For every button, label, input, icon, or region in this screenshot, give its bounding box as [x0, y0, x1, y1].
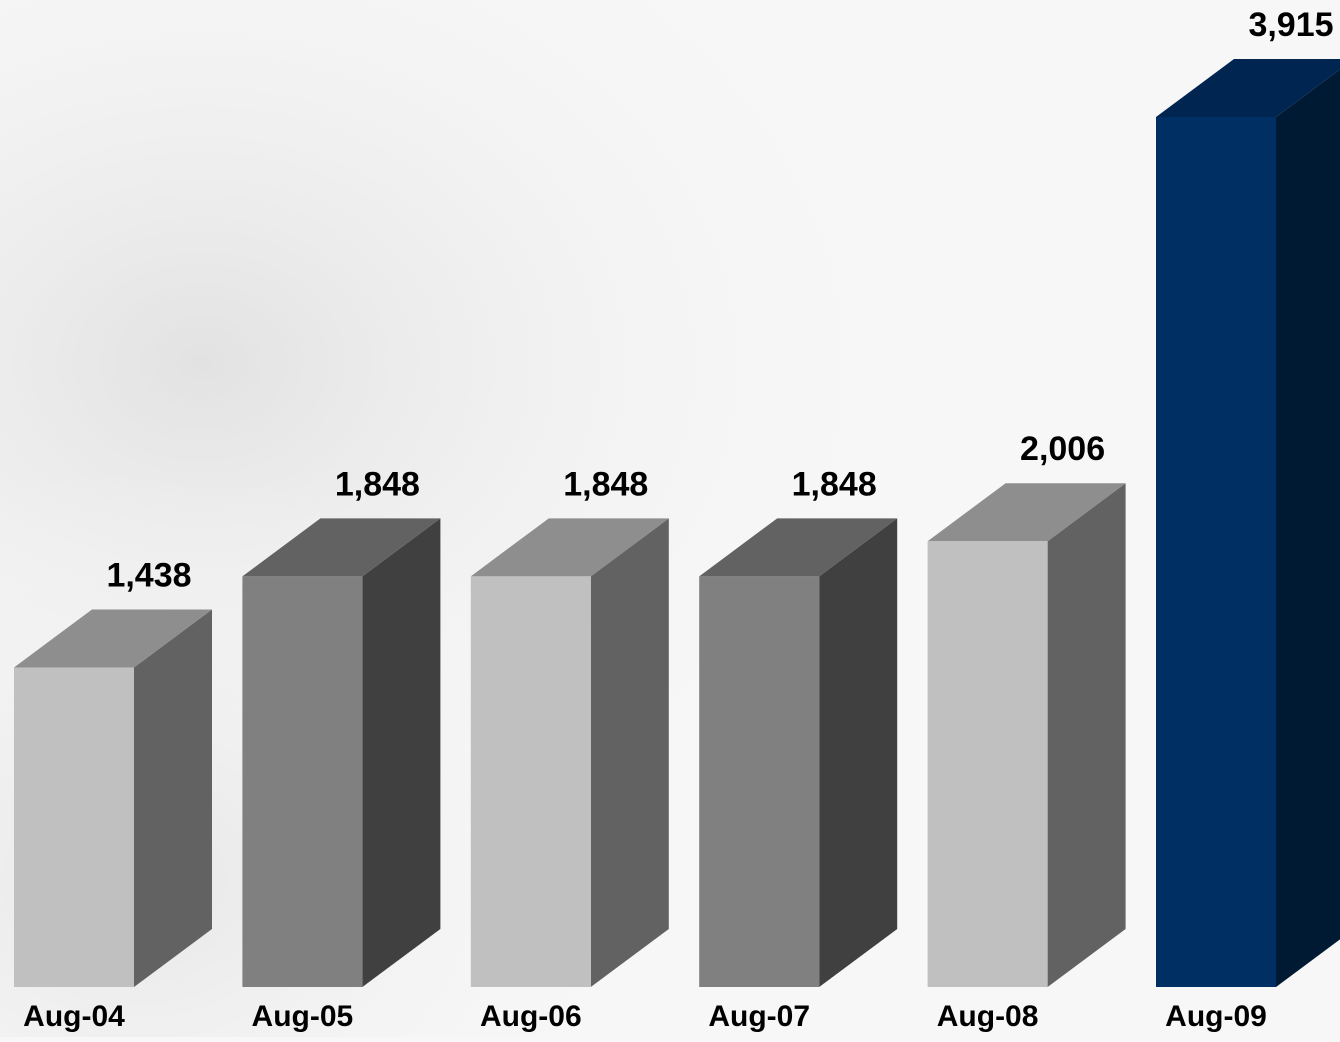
- data-label: 1,848: [563, 465, 648, 503]
- data-label: 3,915: [1248, 6, 1333, 44]
- bar: [1156, 117, 1276, 987]
- labels-layer: 1,438 Aug-04 1,848 Aug-05 1,848 Aug-06 1,848 Au…: [23, 6, 1333, 1033]
- bars-layer: [14, 59, 1340, 987]
- bar-top: [1156, 59, 1340, 117]
- x-tick-label: Aug-07: [708, 1000, 810, 1033]
- bar-side: [819, 518, 898, 987]
- x-tick-label: Aug-06: [480, 1000, 582, 1033]
- bar-side: [362, 518, 441, 987]
- bar-side: [1047, 483, 1126, 987]
- bar-top: [242, 518, 441, 577]
- x-tick-label: Aug-05: [252, 1000, 354, 1033]
- bar-group: [14, 609, 212, 987]
- bar-group: [1156, 59, 1340, 987]
- data-label: 1,848: [792, 465, 877, 503]
- x-tick-label: Aug-09: [1165, 1000, 1267, 1033]
- bar-group: [470, 518, 669, 987]
- bar-top: [14, 609, 212, 668]
- bar: [14, 667, 134, 987]
- bar: [470, 576, 591, 987]
- bar-side: [590, 518, 669, 987]
- bar: [927, 541, 1048, 987]
- x-tick-label: Aug-04: [23, 1000, 125, 1033]
- bar-group: [242, 518, 441, 987]
- bar-top: [470, 518, 669, 577]
- bar: [242, 576, 363, 987]
- data-label: 1,438: [106, 556, 191, 594]
- bar-group: [699, 518, 898, 987]
- x-tick-label: Aug-08: [937, 1000, 1039, 1033]
- bar-top: [927, 483, 1126, 542]
- bar-top: [699, 518, 898, 577]
- bar-side: [134, 609, 212, 987]
- bar-side: [1276, 69, 1340, 987]
- bar-group: [927, 483, 1126, 987]
- bar: [699, 576, 820, 987]
- data-label: 2,006: [1020, 430, 1105, 468]
- data-label: 1,848: [335, 465, 420, 503]
